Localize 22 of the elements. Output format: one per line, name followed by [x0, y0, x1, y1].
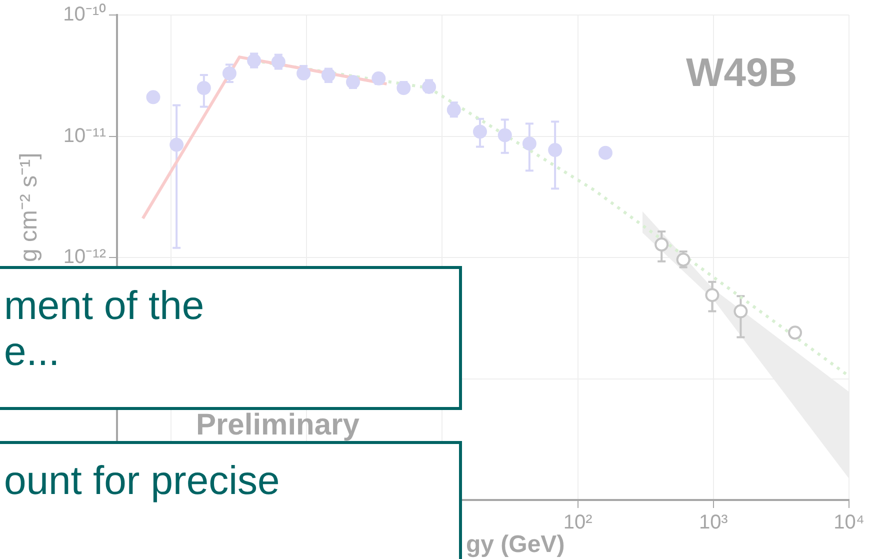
text-box: ment of the e... [0, 266, 462, 410]
x-tick-label: 10³ [698, 512, 728, 534]
text-box: ount for precise [0, 441, 462, 559]
point [472, 124, 487, 139]
point [522, 136, 536, 151]
y-tick-label: 10⁻¹⁰ [63, 2, 106, 26]
x-tick-label: 10² [563, 512, 593, 534]
annotation: ment of the [4, 283, 206, 329]
point [346, 75, 360, 90]
x-axis-title: gy (GeV) [466, 531, 565, 558]
point [548, 143, 562, 158]
annotation: ount for precise [4, 458, 281, 504]
annotation: W49B [686, 51, 798, 96]
y-tick-label: 10⁻¹² [63, 246, 106, 268]
y-tick-label: 10⁻¹¹ [63, 124, 106, 147]
point [146, 90, 160, 104]
point [196, 81, 211, 95]
point [222, 66, 236, 80]
y-axis-title: g cm⁻² s⁻¹] [16, 152, 43, 262]
point [498, 128, 512, 142]
annotation: Preliminary [196, 408, 360, 442]
x-tick-label: 10⁴ [834, 512, 864, 534]
